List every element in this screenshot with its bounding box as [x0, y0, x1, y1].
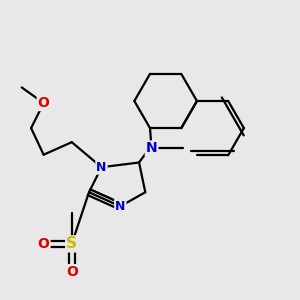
Text: N: N — [146, 141, 158, 155]
Text: O: O — [38, 237, 50, 251]
Text: N: N — [115, 200, 125, 213]
Text: N: N — [96, 161, 107, 174]
Text: O: O — [66, 265, 78, 279]
Text: O: O — [38, 96, 50, 110]
Text: S: S — [66, 236, 77, 251]
